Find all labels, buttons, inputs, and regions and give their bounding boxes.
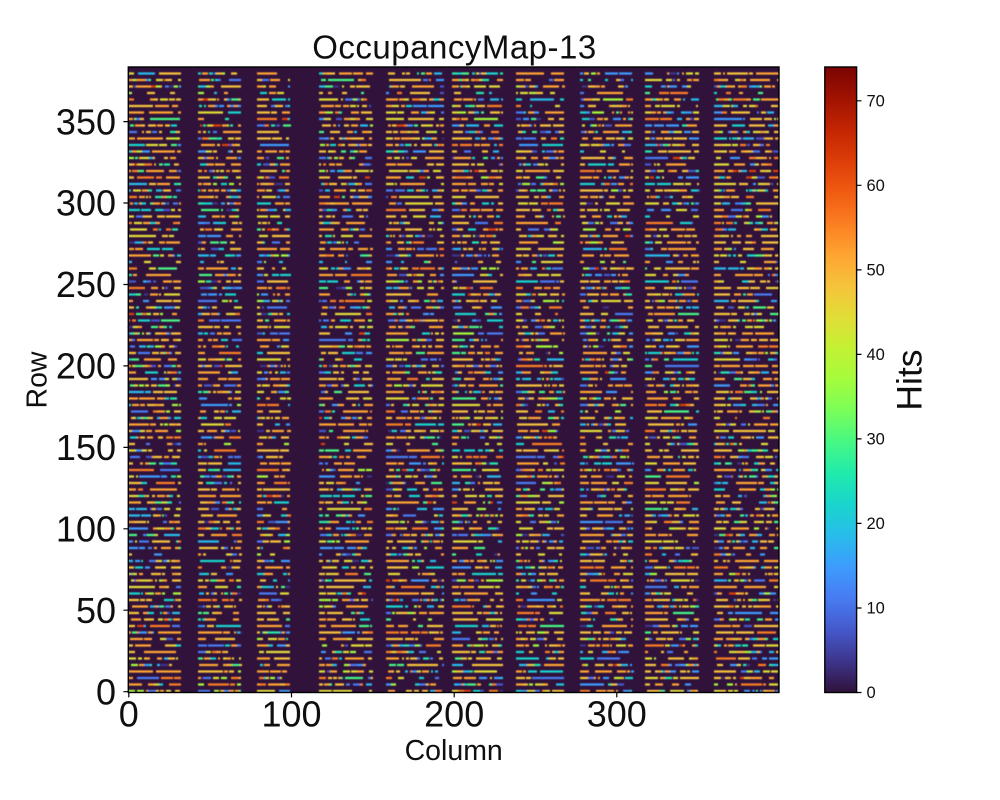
- svg-text:0: 0: [96, 671, 116, 712]
- svg-text:30: 30: [867, 431, 885, 449]
- svg-text:70: 70: [867, 93, 885, 111]
- svg-text:50: 50: [867, 262, 885, 280]
- svg-text:50: 50: [76, 590, 116, 631]
- svg-text:0: 0: [119, 694, 139, 735]
- svg-text:OccupancyMap-13: OccupancyMap-13: [312, 29, 596, 66]
- svg-text:Column: Column: [405, 735, 503, 767]
- svg-text:300: 300: [56, 183, 116, 224]
- svg-text:40: 40: [867, 346, 885, 364]
- svg-text:250: 250: [56, 264, 116, 305]
- svg-text:Row: Row: [21, 351, 53, 408]
- svg-text:350: 350: [56, 101, 116, 142]
- svg-text:300: 300: [587, 694, 647, 735]
- svg-text:100: 100: [261, 694, 321, 735]
- svg-text:20: 20: [867, 515, 885, 533]
- svg-text:150: 150: [56, 427, 116, 468]
- svg-text:0: 0: [867, 684, 876, 702]
- svg-text:Hits: Hits: [890, 349, 930, 410]
- svg-text:200: 200: [424, 694, 484, 735]
- svg-text:10: 10: [867, 600, 885, 618]
- svg-text:200: 200: [56, 346, 116, 387]
- svg-text:100: 100: [56, 509, 116, 550]
- svg-text:60: 60: [867, 177, 885, 195]
